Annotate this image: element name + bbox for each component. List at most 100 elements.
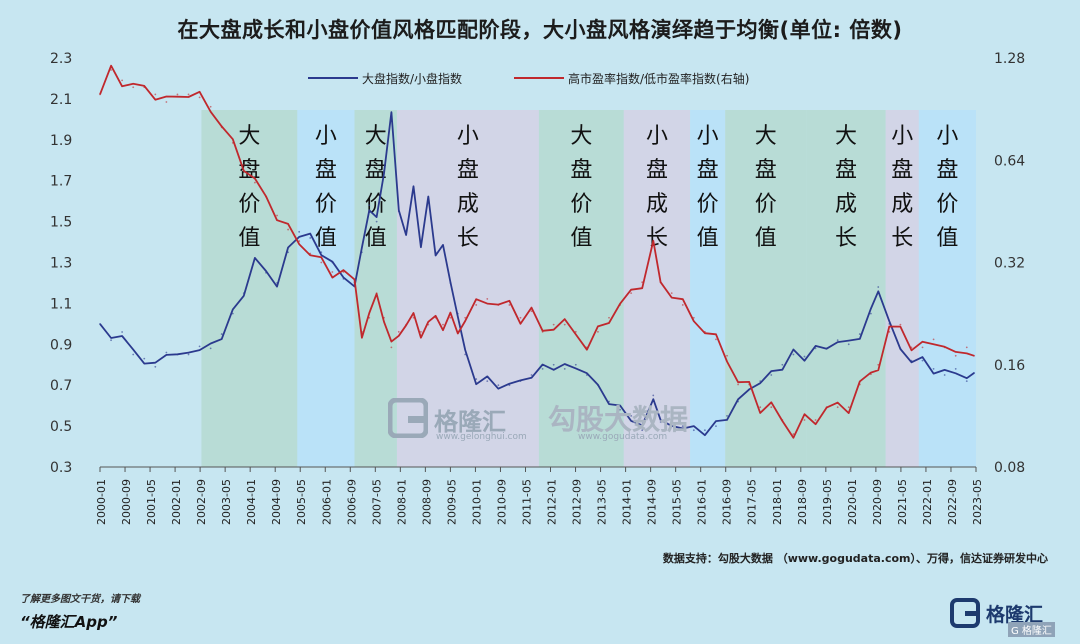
series-1-point-81 [932, 338, 935, 341]
series-0-point-12 [231, 312, 234, 315]
x-tick-label-8: 2005-05 [295, 479, 308, 525]
promo-line-2: “格隆汇App” [20, 613, 118, 631]
x-tick-label-30: 2020-01 [846, 479, 859, 525]
regime-label-2-char-0: 大 [365, 124, 387, 149]
series-1-point-39 [475, 304, 478, 306]
series-0-point-46 [552, 363, 555, 366]
series-1-point-77 [888, 330, 891, 333]
series-line-0 [99, 111, 975, 437]
left-tick-label-8: 1.9 [50, 133, 72, 149]
series-1-point-41 [497, 304, 500, 306]
regime-label-10-char-3: 值 [936, 226, 958, 251]
series-1-point-10 [209, 105, 212, 108]
left-tick-label-4: 1.1 [50, 296, 72, 312]
regime-label-1-char-3: 值 [315, 226, 337, 251]
series-1-point-20 [320, 261, 323, 264]
series-0-point-65 [759, 380, 762, 383]
legend-label-0: 大盘指数/小盘指数 [362, 71, 462, 86]
regime-label-7-char-2: 价 [755, 192, 777, 217]
left-tick-label-1: 0.5 [50, 419, 72, 435]
x-tick-label-18: 2012-01 [546, 479, 559, 525]
regime-label-3-char-2: 成 [457, 192, 479, 217]
series-1-point-63 [737, 383, 739, 386]
regime-label-9-char-0: 小 [891, 124, 913, 149]
series-0-point-73 [847, 343, 850, 346]
series-1-point-0 [99, 93, 101, 96]
regime-band-1 [297, 110, 355, 467]
series-0-point-39 [475, 378, 478, 380]
series-0-point-13 [242, 292, 245, 295]
series-0-point-11 [220, 333, 223, 335]
regime-label-7-char-0: 大 [755, 124, 777, 149]
series-0-point-19 [309, 237, 312, 239]
series-1-point-11 [220, 126, 223, 129]
series-1-point-15 [265, 195, 267, 198]
series-0-point-17 [287, 251, 290, 254]
series-0-point-25 [368, 204, 371, 207]
series-1-point-23 [353, 281, 356, 284]
series-1-point-24 [360, 330, 363, 333]
series-1-point-43 [519, 316, 522, 319]
series-1-point-83 [954, 354, 957, 357]
x-tick-label-21: 2014-01 [621, 479, 634, 525]
series-0-point-76 [877, 286, 880, 288]
series-1-point-58 [681, 304, 684, 306]
regime-label-5-char-3: 长 [646, 226, 668, 251]
series-0-point-67 [781, 363, 784, 366]
series-1-point-53 [630, 292, 633, 295]
series-0-point-6 [165, 351, 168, 354]
series-0-point-63 [737, 400, 739, 403]
series-1-point-49 [585, 346, 588, 349]
right-tick-label-2: 0.32 [994, 256, 1025, 272]
series-1-point-68 [792, 433, 795, 435]
x-tick-label-13: 2008-09 [420, 479, 433, 525]
series-1-point-46 [552, 323, 555, 326]
series-0-point-83 [954, 367, 957, 370]
series-0-point-74 [858, 333, 861, 335]
series-1-point-28 [390, 346, 393, 349]
regime-label-4-char-0: 大 [570, 124, 592, 149]
regime-label-8-char-2: 成 [835, 192, 857, 217]
x-tick-label-11: 2007-05 [370, 479, 383, 525]
regime-band-9 [885, 110, 919, 467]
series-0-point-33 [427, 200, 430, 203]
series-1-point-17 [287, 228, 290, 231]
regime-label-1-char-0: 小 [315, 124, 337, 149]
series-1-point-73 [847, 406, 850, 409]
series-0-point-31 [412, 190, 415, 192]
series-1-point-60 [704, 330, 706, 333]
series-1-point-16 [276, 214, 278, 217]
regime-label-10-char-2: 价 [936, 192, 958, 217]
series-0-point-21 [331, 261, 334, 264]
series-1-point-5 [154, 93, 157, 96]
x-tick-label-5: 2003-05 [220, 479, 233, 525]
series-1-point-40 [486, 298, 489, 300]
regime-label-8-char-0: 大 [835, 124, 857, 149]
regime-label-3-char-3: 长 [457, 226, 479, 251]
series-1-point-65 [759, 406, 762, 409]
series-0-point-78 [899, 347, 902, 350]
x-tick-label-24: 2016-01 [696, 479, 709, 525]
x-tick-label-31: 2020-09 [871, 479, 884, 525]
series-0-point-44 [530, 374, 533, 376]
series-0-point-68 [792, 353, 795, 356]
series-1-point-18 [298, 240, 301, 242]
regime-label-9-char-1: 盘 [891, 158, 913, 183]
series-1-point-84 [965, 346, 968, 349]
series-1-point-30 [405, 323, 408, 326]
series-1-point-59 [692, 316, 695, 319]
series-0-point-59 [692, 429, 695, 432]
series-1-point-42 [508, 304, 511, 306]
regime-label-8-char-1: 盘 [835, 158, 857, 183]
left-tick-label-2: 0.7 [50, 378, 72, 394]
regime-label-6-char-2: 价 [697, 192, 719, 217]
series-0-point-61 [715, 425, 717, 427]
series-0-point-30 [405, 230, 408, 233]
regime-label-3-char-0: 小 [457, 124, 479, 149]
series-0-point-82 [943, 374, 946, 376]
x-tick-label-22: 2014-09 [646, 479, 659, 525]
series-1-point-76 [877, 363, 880, 366]
series-1-point-51 [608, 316, 610, 319]
right-tick-label-0: 0.08 [994, 460, 1025, 476]
regime-band-8 [806, 110, 886, 467]
